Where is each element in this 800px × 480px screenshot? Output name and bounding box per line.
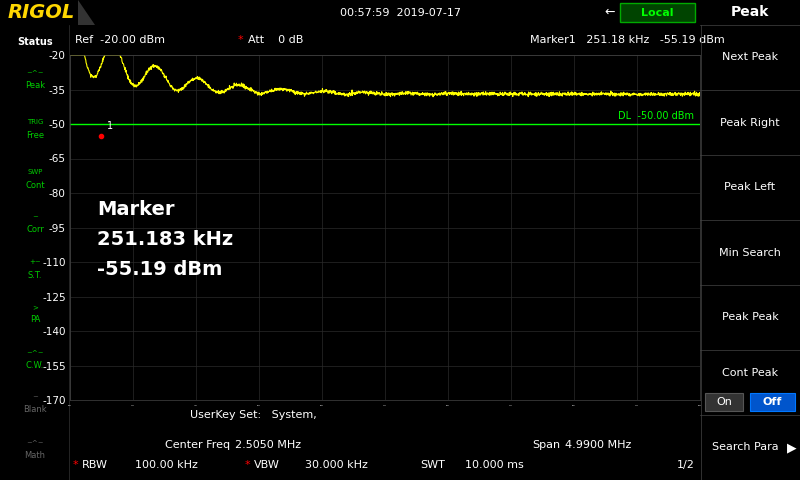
Text: Local: Local: [641, 8, 674, 17]
Text: Marker1   251.18 kHz   -55.19 dBm: Marker1 251.18 kHz -55.19 dBm: [530, 35, 725, 45]
Text: Search Para: Search Para: [712, 443, 778, 453]
Text: ←: ←: [605, 6, 615, 19]
Text: On: On: [716, 397, 732, 407]
Polygon shape: [78, 0, 95, 25]
Text: +~: +~: [29, 259, 41, 265]
Text: Ref  -20.00 dBm: Ref -20.00 dBm: [75, 35, 165, 45]
Text: 10.000 ms: 10.000 ms: [465, 460, 524, 470]
Text: ~^~: ~^~: [26, 69, 44, 75]
Text: Corr: Corr: [26, 226, 44, 235]
Text: >: >: [32, 304, 38, 310]
Text: Off: Off: [762, 397, 782, 407]
Text: Marker: Marker: [97, 200, 174, 219]
Text: RBW: RBW: [82, 460, 108, 470]
Text: Att    0 dB: Att 0 dB: [248, 35, 303, 45]
Text: Status: Status: [17, 37, 53, 47]
Text: UserKey Set:   System,: UserKey Set: System,: [190, 410, 317, 420]
Text: Center Freq: Center Freq: [165, 440, 230, 450]
Text: TRIG: TRIG: [27, 119, 43, 125]
Text: PA: PA: [30, 315, 40, 324]
Text: Math: Math: [25, 451, 46, 459]
Text: ~^~: ~^~: [26, 439, 44, 445]
Text: Peak: Peak: [731, 5, 769, 20]
Text: Next Peak: Next Peak: [722, 52, 778, 62]
Text: *: *: [238, 35, 244, 45]
Text: VBW: VBW: [254, 460, 280, 470]
Text: Min Search: Min Search: [719, 248, 781, 257]
Text: 2.5050 MHz: 2.5050 MHz: [235, 440, 301, 450]
Text: Span: Span: [532, 440, 560, 450]
Text: Peak: Peak: [25, 81, 45, 89]
Text: Peak Left: Peak Left: [725, 182, 775, 192]
Text: 1: 1: [107, 121, 114, 132]
Text: Cont Peak: Cont Peak: [722, 368, 778, 378]
Text: ~^~: ~^~: [26, 349, 44, 355]
Text: RIGOL: RIGOL: [8, 3, 75, 22]
Text: Cont: Cont: [25, 180, 45, 190]
Bar: [620, 3, 695, 22]
Bar: [750, 393, 795, 411]
Bar: [705, 393, 743, 411]
Text: Free: Free: [26, 131, 44, 140]
Text: SWT: SWT: [420, 460, 445, 470]
Text: 30.000 kHz: 30.000 kHz: [305, 460, 368, 470]
Text: ▶: ▶: [787, 441, 797, 454]
Text: *: *: [245, 460, 250, 470]
Text: 100.00 kHz: 100.00 kHz: [135, 460, 198, 470]
Text: 251.183 kHz: 251.183 kHz: [97, 230, 234, 249]
Text: *: *: [73, 460, 78, 470]
Text: SWP: SWP: [27, 169, 42, 175]
Text: ~: ~: [32, 394, 38, 400]
Text: -55.19 dBm: -55.19 dBm: [97, 260, 222, 279]
Text: Peak Peak: Peak Peak: [722, 312, 778, 323]
Text: ~: ~: [32, 214, 38, 220]
Text: S.T.: S.T.: [28, 271, 42, 279]
Text: C.W.: C.W.: [26, 360, 44, 370]
Text: DL  -50.00 dBm: DL -50.00 dBm: [618, 110, 694, 120]
Text: Peak Right: Peak Right: [720, 118, 780, 128]
Text: Blank: Blank: [23, 406, 47, 415]
Text: 1/2: 1/2: [677, 460, 695, 470]
Text: 4.9900 MHz: 4.9900 MHz: [565, 440, 631, 450]
Text: 00:57:59  2019-07-17: 00:57:59 2019-07-17: [339, 8, 461, 17]
